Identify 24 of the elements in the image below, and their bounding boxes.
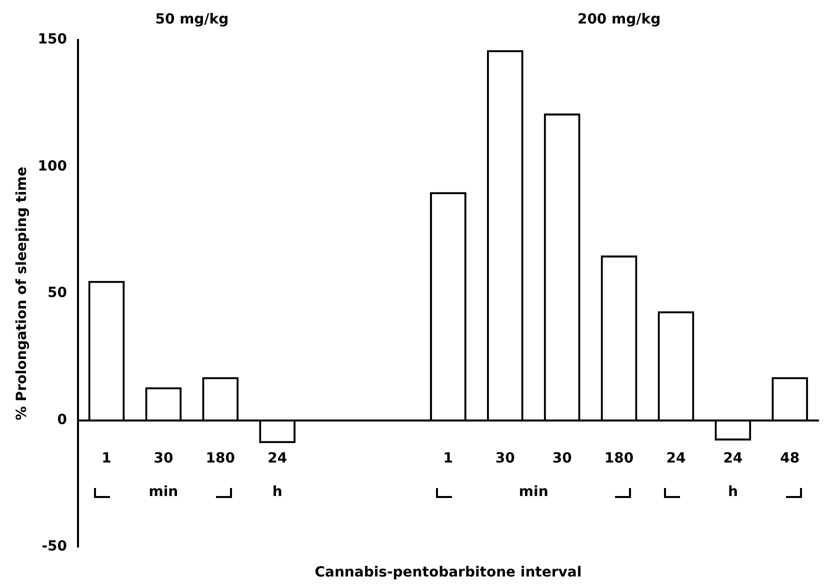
annotation: h [272,484,282,500]
x-axis-title: Cannabis-pentobarbitone interval [314,564,582,581]
y-tick-label: 100 [38,158,68,174]
y-axis-title: % Prolongation of sleeping time [14,166,30,420]
x-tick-label: 1 [102,450,112,466]
y-tick-label: -50 [42,538,68,555]
text: 50 mg/kg [155,12,229,28]
annotation: h [728,484,738,500]
x-tick-label: 180 [206,450,236,466]
x-tick-label: 24 [723,450,743,466]
x-tick-label: 30 [495,450,516,466]
y-tick-label: 50 [48,285,68,302]
y-tick-label: 0 [57,412,68,428]
x-tick-label: 24 [268,450,288,466]
x-tick-label: 24 [666,450,686,466]
x-tick-label: 1 [443,450,454,466]
x-tick-label: 180 [604,450,634,466]
x-tick-label: 48 [780,450,800,466]
x-tick-label: 30 [154,450,174,466]
x-tick-label: 30 [552,450,572,466]
y-tick-label: 150 [38,32,68,48]
annotation: min [148,484,178,500]
annotation: min [518,484,548,500]
text: 200 mg/kg [577,12,661,28]
